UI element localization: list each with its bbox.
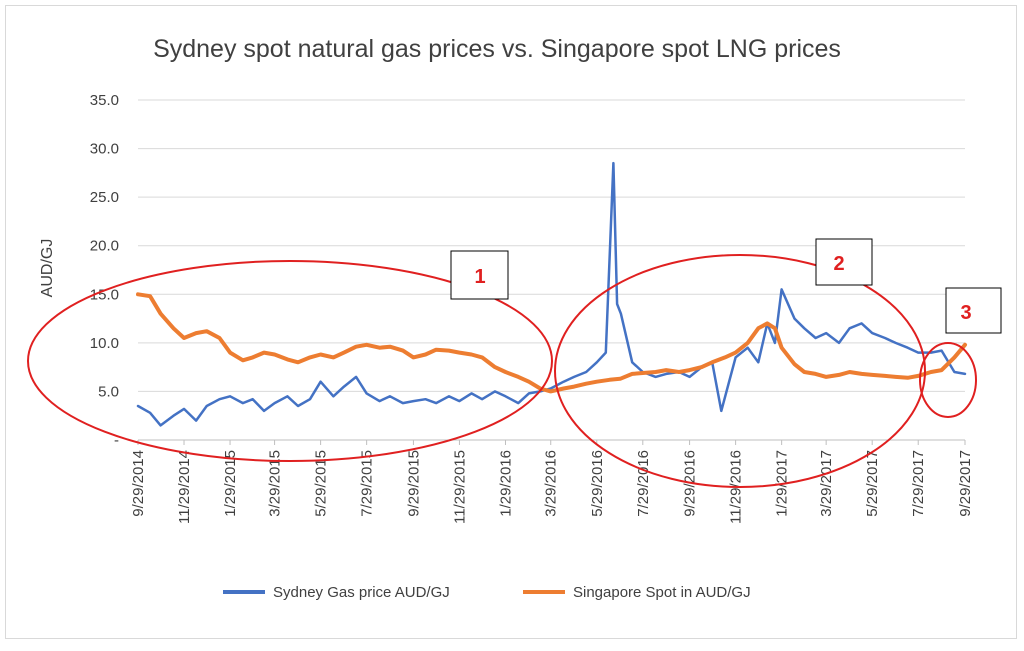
x-tick-label: 1/29/2015 bbox=[222, 450, 239, 517]
legend-layer: Sydney Gas price AUD/GJ Singapore Spot in… bbox=[223, 584, 751, 601]
y-tick-label: 20.0 bbox=[90, 238, 119, 255]
y-tick-label: 10.0 bbox=[90, 335, 119, 352]
annotation-layer: 1 2 3 bbox=[27, 238, 1002, 488]
legend-label-singapore: Singapore Spot in AUD/GJ bbox=[573, 584, 751, 601]
y-tick-label: 30.0 bbox=[90, 141, 119, 158]
x-tick-label: 9/29/2015 bbox=[405, 450, 422, 517]
annotation-box-3 bbox=[945, 287, 1002, 334]
x-tick-label: 11/29/2015 bbox=[451, 450, 468, 524]
y-axis-label: AUD/GJ bbox=[39, 239, 56, 298]
x-tick-label: 11/29/2014 bbox=[176, 450, 193, 524]
annotation-ellipse-3 bbox=[919, 342, 977, 418]
x-tick-label: 9/29/2017 bbox=[957, 450, 974, 517]
x-tick-label: 5/29/2015 bbox=[313, 450, 330, 517]
x-tick-label: 5/29/2017 bbox=[864, 450, 881, 517]
annotation-box-2 bbox=[815, 238, 873, 286]
chart-frame bbox=[5, 5, 1017, 639]
legend-label-sydney: Sydney Gas price AUD/GJ bbox=[273, 584, 450, 601]
annotation-label-1: 1 bbox=[474, 266, 485, 288]
x-tick-label: 9/29/2014 bbox=[130, 450, 147, 517]
series-line-sydney bbox=[136, 161, 967, 427]
y-tick-label: - bbox=[114, 432, 119, 449]
x-tick-label: 3/29/2015 bbox=[267, 450, 284, 517]
y-tick-label: 25.0 bbox=[90, 189, 119, 206]
x-tick-layer: 9/29/2014 11/29/2014 1/29/2015 3/29/2015 5/2… bbox=[130, 440, 974, 524]
x-tick-label: 7/29/2017 bbox=[910, 450, 927, 517]
x-tick-label: 3/29/2017 bbox=[818, 450, 835, 517]
annotation-ellipse-2 bbox=[554, 254, 926, 488]
x-tick-label: 1/29/2016 bbox=[497, 450, 514, 517]
y-tick-label: 35.0 bbox=[90, 92, 119, 109]
x-tick-label: 7/29/2016 bbox=[635, 450, 652, 517]
x-tick-label: 7/29/2015 bbox=[359, 450, 376, 517]
y-tick-label: 15.0 bbox=[90, 286, 119, 303]
annotation-label-2: 2 bbox=[833, 253, 844, 275]
x-tick-label: 5/29/2016 bbox=[589, 450, 606, 517]
annotation-box-1 bbox=[450, 250, 509, 300]
annotation-ellipse-1 bbox=[27, 260, 553, 462]
y-tick-label: 5.0 bbox=[98, 383, 119, 400]
x-tick-label: 3/29/2016 bbox=[543, 450, 560, 517]
annotation-label-3: 3 bbox=[960, 302, 971, 324]
chart-title: Sydney spot natural gas prices vs. Singa… bbox=[153, 35, 841, 63]
y-tick-layer: - 5.0 10.0 15.0 20.0 25.0 30.0 35.0 bbox=[90, 92, 119, 449]
